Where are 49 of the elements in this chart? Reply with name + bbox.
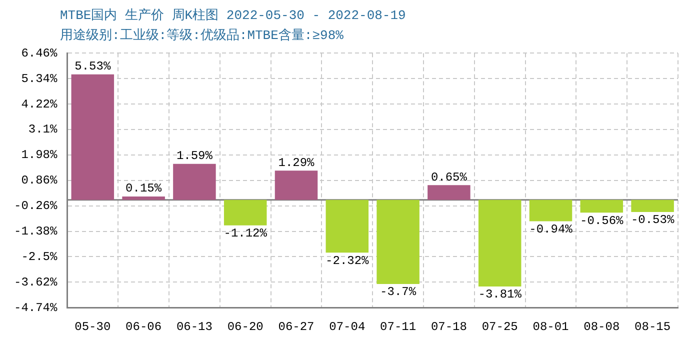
data-label: -3.7% bbox=[380, 285, 417, 300]
data-label: -2.32% bbox=[326, 254, 370, 268]
data-label: -3.81% bbox=[478, 288, 522, 302]
data-label: 0.65% bbox=[430, 170, 468, 184]
bar bbox=[122, 196, 165, 200]
bar bbox=[529, 200, 572, 222]
y-tick-label: 1.98% bbox=[21, 148, 58, 162]
x-tick-label: 06-06 bbox=[126, 320, 162, 334]
data-label: 1.59% bbox=[176, 148, 214, 163]
bar bbox=[580, 200, 624, 213]
chart-subtitle: 用途级别:工业级:等级:优级品:MTBE含量:≥98% bbox=[60, 27, 344, 44]
y-tick-label: -3.62% bbox=[14, 275, 58, 290]
bar bbox=[428, 185, 470, 200]
y-tick-label: 4.22% bbox=[21, 97, 58, 112]
x-tick-label: 07-18 bbox=[430, 320, 467, 334]
bar bbox=[173, 164, 216, 200]
bar bbox=[478, 200, 522, 286]
data-label: 1.29% bbox=[278, 156, 316, 170]
data-label: 5.53% bbox=[74, 59, 112, 74]
y-tick-label: 6.46% bbox=[21, 46, 58, 60]
x-tick-label: 07-11 bbox=[380, 320, 416, 334]
data-label: -1.12% bbox=[224, 226, 268, 241]
data-label: -0.53% bbox=[630, 213, 675, 228]
y-tick-label: -0.26% bbox=[14, 199, 58, 214]
x-tick-label: 07-04 bbox=[329, 320, 366, 334]
data-label: -0.94% bbox=[529, 222, 574, 236]
x-tick-label: 08-15 bbox=[634, 320, 671, 334]
chart-title: MTBE国内 生产价 周K柱图 2022-05-30 - 2022-08-19 bbox=[60, 7, 406, 24]
bar bbox=[631, 200, 674, 212]
bar bbox=[71, 74, 114, 200]
y-tick-label: 5.34% bbox=[21, 72, 58, 86]
data-label: 0.15% bbox=[126, 182, 162, 196]
bar bbox=[326, 200, 369, 253]
bar bbox=[376, 200, 420, 284]
x-tick-label: 08-01 bbox=[532, 320, 569, 334]
y-tick-label: 3.1% bbox=[28, 122, 58, 137]
x-tick-label: 07-25 bbox=[482, 320, 518, 334]
data-label: -0.56% bbox=[580, 214, 624, 228]
y-tick-label: 0.86% bbox=[21, 174, 58, 188]
x-tick-label: 06-13 bbox=[176, 320, 212, 334]
bar bbox=[274, 170, 318, 200]
y-tick-label: -1.38% bbox=[14, 224, 58, 238]
x-tick-label: 06-27 bbox=[278, 320, 314, 334]
x-tick-label: 06-20 bbox=[227, 320, 264, 334]
y-tick-label: -4.74% bbox=[14, 300, 58, 315]
bar bbox=[224, 200, 267, 226]
x-tick-label: 08-08 bbox=[584, 320, 620, 334]
y-tick-label: -2.5% bbox=[21, 250, 58, 264]
x-tick-label: 05-30 bbox=[74, 320, 111, 334]
